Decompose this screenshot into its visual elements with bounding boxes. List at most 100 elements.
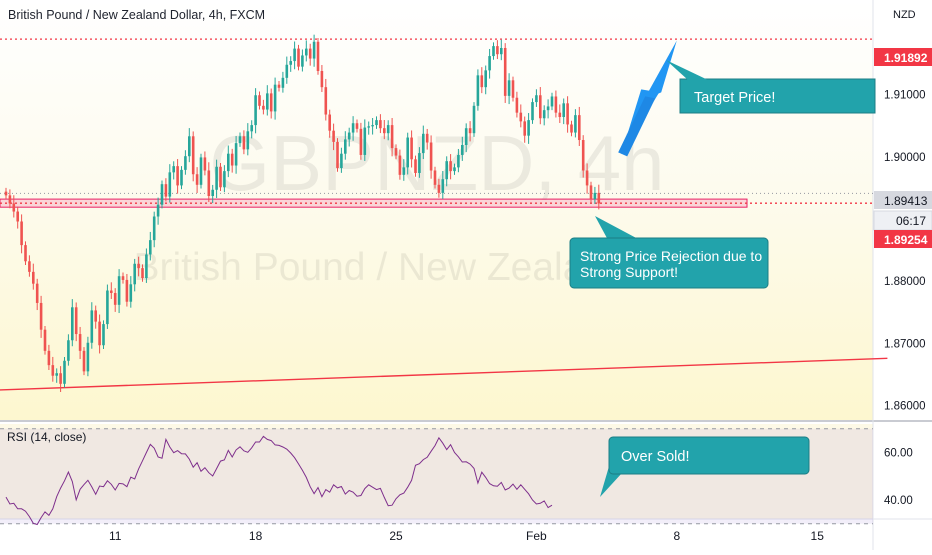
candle-body — [55, 373, 58, 376]
candle-body — [203, 157, 207, 171]
main-pane-background — [0, 0, 873, 420]
candle-body — [570, 124, 573, 133]
candle-body — [191, 136, 195, 175]
candle-body — [176, 166, 179, 186]
target-callout-text: Target Price! — [694, 90, 775, 106]
candle-body — [507, 80, 511, 96]
candle-body — [464, 128, 468, 145]
candle-body — [145, 254, 148, 279]
candle-body — [227, 153, 230, 172]
target-arrow-body[interactable] — [618, 96, 656, 157]
candle-body — [137, 263, 140, 269]
candle-body — [113, 293, 117, 305]
candle-body — [581, 140, 585, 171]
support-callout — [569, 237, 769, 289]
candle-body — [386, 125, 390, 134]
candle-body — [484, 70, 487, 88]
target-arrow-head — [644, 40, 677, 100]
candle-body — [488, 56, 491, 71]
candle-body — [593, 192, 597, 200]
candle-body — [195, 174, 199, 185]
rsi-tick-label: 40.00 — [884, 495, 913, 507]
price-label-support-box — [874, 230, 932, 248]
target-callout-pointer — [666, 60, 708, 80]
candle-body — [472, 105, 476, 134]
candle-body — [340, 153, 343, 169]
candle-body — [266, 93, 269, 110]
candle-body — [262, 105, 265, 110]
candle-body — [312, 41, 316, 59]
price-label-current-text: 1.89413 — [884, 194, 928, 208]
candle-body — [156, 204, 160, 217]
candle-body — [476, 75, 480, 106]
price-label-support: 1.89254 — [874, 230, 932, 248]
candle-body — [172, 166, 175, 173]
currency-label: NZD — [893, 9, 916, 21]
price-tick-label: 1.87000 — [884, 338, 926, 350]
price-label-top: 1.91892 — [874, 48, 932, 66]
candle-body — [223, 171, 226, 188]
candle-body — [168, 172, 172, 197]
candle-body — [515, 97, 519, 113]
candle-body — [12, 203, 16, 212]
candle-body — [121, 276, 125, 280]
candle-body — [129, 284, 133, 302]
time-tick-label: 15 — [811, 529, 825, 543]
candle-body — [449, 161, 452, 172]
time-tick-label: 18 — [249, 529, 263, 543]
candle-body — [301, 55, 304, 67]
price-label-current-box — [874, 191, 932, 209]
candle-body — [289, 61, 292, 65]
candle-body — [82, 350, 86, 372]
candle-body — [238, 136, 242, 144]
countdown-label-text: 06:17 — [896, 214, 926, 228]
candle-body — [585, 170, 589, 186]
time-tick-label: 11 — [109, 529, 122, 543]
candle-body — [215, 166, 218, 190]
candle-body — [273, 84, 277, 112]
price-label-top-box — [874, 48, 932, 66]
candle-body — [468, 128, 472, 134]
candle-body — [47, 350, 51, 366]
candle-body — [28, 261, 31, 272]
time-tick-label: 8 — [673, 529, 680, 543]
support-zone[interactable] — [0, 198, 748, 208]
candle-body — [133, 263, 136, 285]
rsi-indicator-label[interactable]: RSI (14, close) — [7, 430, 87, 444]
candle-body — [379, 120, 382, 129]
candle-body — [414, 159, 417, 173]
candle-body — [539, 95, 542, 119]
candle-body — [24, 245, 27, 262]
candle-body — [375, 120, 378, 126]
oversold-callout — [608, 436, 810, 475]
candle-body — [20, 221, 23, 246]
candle-body — [234, 143, 238, 166]
candle-body — [90, 310, 94, 343]
candle-body — [285, 64, 289, 78]
candle-body — [106, 290, 109, 325]
candle-body — [500, 47, 503, 55]
candle-body — [199, 157, 203, 185]
candle-body — [230, 153, 234, 166]
time-tick-label: 25 — [389, 529, 403, 543]
support-callout-text: Strong Price Rejection due to Strong Sup… — [580, 248, 766, 280]
candle-body — [351, 123, 355, 133]
candle-body — [535, 95, 538, 103]
candle-body — [71, 307, 74, 341]
price-tick-label: 1.86000 — [884, 401, 926, 413]
candle-body — [125, 279, 129, 302]
candle-body — [94, 310, 97, 322]
candle-body — [527, 120, 530, 136]
rsi-line[interactable] — [5, 435, 553, 526]
candle-body — [297, 48, 300, 67]
candle-body — [141, 268, 144, 279]
candle-body — [254, 95, 257, 126]
countdown-label: 06:17 — [873, 210, 932, 231]
candle-body — [242, 136, 246, 150]
oversold-callout-text: Over Sold! — [621, 449, 690, 465]
trendline[interactable] — [0, 357, 888, 391]
candle-body — [480, 75, 484, 88]
candle-body — [98, 321, 101, 346]
